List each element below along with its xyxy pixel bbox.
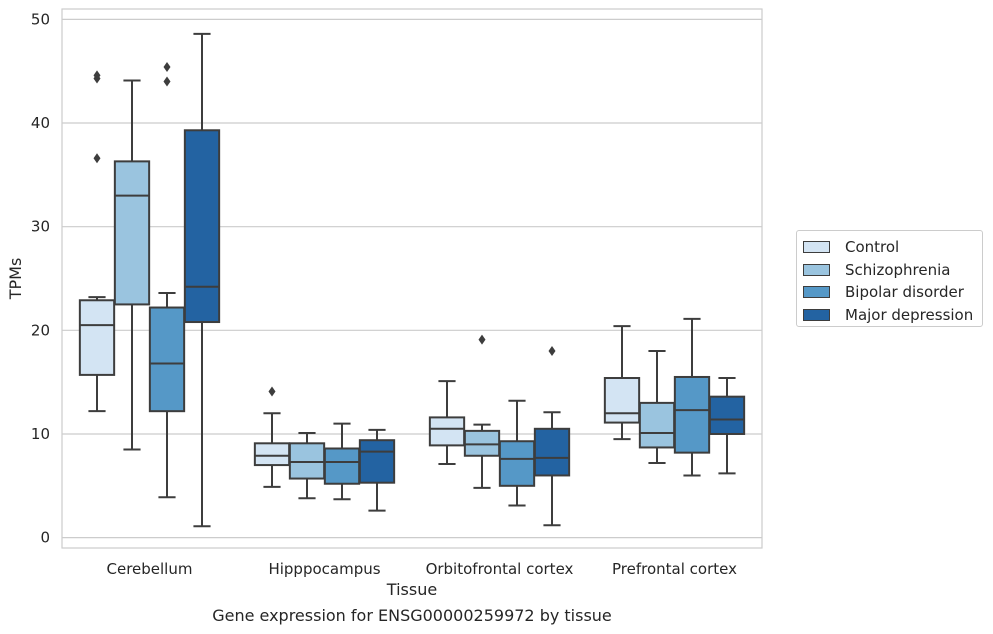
legend-label: Bipolar disorder [845,283,964,302]
legend-item: Bipolar disorder [803,281,982,304]
plot-frame [61,8,763,549]
y-tick-label: 10 [31,425,50,443]
outlier-point [163,62,171,73]
box-bipolar-disorder [498,399,536,507]
box-body [288,442,326,480]
box-body [358,439,396,484]
box-body [428,416,466,447]
outlier-point [268,386,276,397]
x-tick-labels: Cerebellum Hipppocampus Orbitofrontal cort… [107,560,738,578]
legend-label: Major depression [845,305,974,324]
box-body [463,429,501,457]
outlier-point [478,334,486,345]
box-body [78,299,116,376]
box-body [113,160,151,306]
legend-item: Major depression [803,304,982,327]
legend-swatch [803,241,830,254]
box-control [253,386,291,488]
outlier-point [93,70,101,81]
x-axis-label: Tissue [386,580,437,599]
legend-swatch [803,286,830,299]
y-tick-label: 40 [31,114,50,132]
legend-swatch [803,308,830,321]
outlier-point [93,153,101,164]
y-tick-label: 0 [40,529,50,547]
box-body [498,440,536,487]
box-body [708,395,746,435]
legend: Control Schizophrenia Bipolar disorder Majo… [796,230,983,327]
box-schizophrenia [638,350,676,465]
box-major-depression [533,346,571,527]
box-schizophrenia [463,334,501,489]
box-schizophrenia [113,79,151,451]
x-tick-label: Hipppocampus [268,560,380,578]
box-plots [78,32,746,528]
legend-label: Control [845,238,900,257]
box-bipolar-disorder [673,317,711,477]
legend-swatch [803,263,830,276]
box-body [603,377,641,424]
box-control [603,325,641,441]
figure-caption: Gene expression for ENSG00000259972 by t… [212,606,612,625]
box-major-depression [358,428,396,512]
x-tick-label: Prefrontal cortex [612,560,737,578]
x-tick-label: Cerebellum [107,560,193,578]
box-control [428,380,466,466]
y-axis-label: TPMs [6,258,25,301]
y-tick-label: 50 [31,10,50,28]
y-tick-label: 30 [31,218,50,236]
box-schizophrenia [288,431,326,500]
legend-label: Schizophrenia [845,260,951,279]
box-major-depression [708,377,746,475]
y-tick-labels: 0 10 20 30 40 50 [31,10,50,546]
box-major-depression [183,32,221,528]
box-bipolar-disorder [148,62,186,499]
outlier-point [163,76,171,87]
legend-item: Control [803,236,982,259]
legend-item: Schizophrenia [803,259,982,282]
box-body [253,442,291,467]
box-control [78,70,116,413]
box-body [183,129,221,324]
box-body [323,447,361,485]
box-body [673,375,711,454]
box-bipolar-disorder [323,422,361,501]
box-body [533,427,571,477]
outlier-point [548,346,556,357]
box-body [638,401,676,449]
box-body [148,306,186,413]
x-tick-label: Orbitofrontal cortex [426,560,574,578]
y-tick-label: 20 [31,321,50,339]
